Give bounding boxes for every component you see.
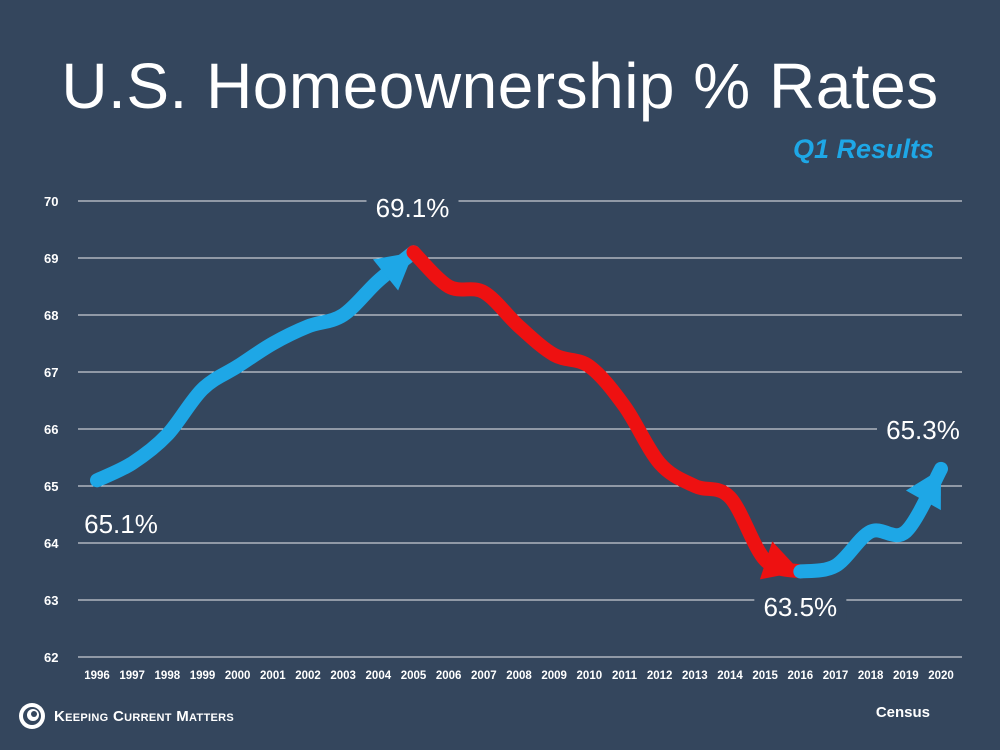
- x-tick-label: 2008: [506, 670, 532, 682]
- annotation-bg: [75, 506, 167, 541]
- x-tick-label: 2004: [366, 670, 392, 682]
- value-annotation: 69.1%: [376, 193, 450, 223]
- y-tick-label: 69: [44, 251, 58, 266]
- series-line-segment: [406, 245, 808, 579]
- x-tick-label: 2005: [401, 670, 427, 682]
- annotation-bg: [366, 191, 459, 225]
- x-tick-label: 1998: [155, 670, 181, 682]
- source-label: Census: [875, 704, 930, 721]
- x-tick-label: 2018: [858, 670, 884, 682]
- brand-name: Keeping Current Matters: [54, 707, 234, 725]
- x-tick-label: 2006: [436, 670, 462, 682]
- x-tick-label: 2001: [260, 670, 286, 682]
- x-tick-label: 2013: [682, 670, 708, 682]
- x-tick-label: 2012: [647, 670, 673, 682]
- x-tick-label: 2007: [471, 670, 497, 682]
- x-tick-label: 2010: [577, 670, 603, 682]
- y-tick-label: 66: [44, 422, 58, 437]
- x-tick-label: 2011: [612, 670, 638, 682]
- y-tick-label: 65: [44, 479, 58, 494]
- swirl-logo-icon: [18, 702, 46, 730]
- x-tick-label: 1999: [190, 670, 216, 682]
- trend-arrowhead: [905, 468, 941, 511]
- x-tick-label: 1997: [119, 670, 145, 682]
- x-tick-label: 1996: [84, 670, 110, 682]
- chart-subtitle: Q1 Results: [792, 134, 934, 164]
- value-annotation: 65.3%: [886, 415, 960, 445]
- series-line-segment: [793, 461, 948, 579]
- x-tick-label: 2003: [330, 670, 356, 682]
- x-tick-label: 2002: [295, 670, 321, 682]
- trend-arrowhead: [759, 541, 801, 580]
- x-tick-label: 2000: [225, 670, 251, 682]
- annotation-bg: [754, 590, 847, 624]
- x-tick-label: 2017: [823, 670, 849, 682]
- y-tick-label: 64: [44, 536, 59, 551]
- trend-arrowhead: [372, 252, 414, 291]
- x-tick-label: 2009: [541, 670, 567, 682]
- x-tick-label: 2020: [928, 670, 954, 682]
- y-tick-label: 62: [44, 650, 58, 665]
- y-tick-label: 67: [44, 365, 58, 380]
- y-tick-label: 63: [44, 593, 58, 608]
- value-annotation: 65.1%: [84, 509, 158, 539]
- chart-title: U.S. Homeownership % Rates: [61, 50, 939, 122]
- brand-logo: Keeping Current Matters: [18, 700, 234, 732]
- y-tick-label: 70: [44, 194, 58, 209]
- value-annotation: 63.5%: [763, 592, 837, 622]
- x-tick-label: 2015: [752, 670, 778, 682]
- annotation-bg: [877, 413, 969, 447]
- x-tick-label: 2019: [893, 670, 919, 682]
- x-tick-label: 2014: [717, 670, 743, 682]
- y-tick-label: 68: [44, 308, 58, 323]
- x-tick-label: 2016: [788, 670, 814, 682]
- series-line-segment: [90, 245, 421, 488]
